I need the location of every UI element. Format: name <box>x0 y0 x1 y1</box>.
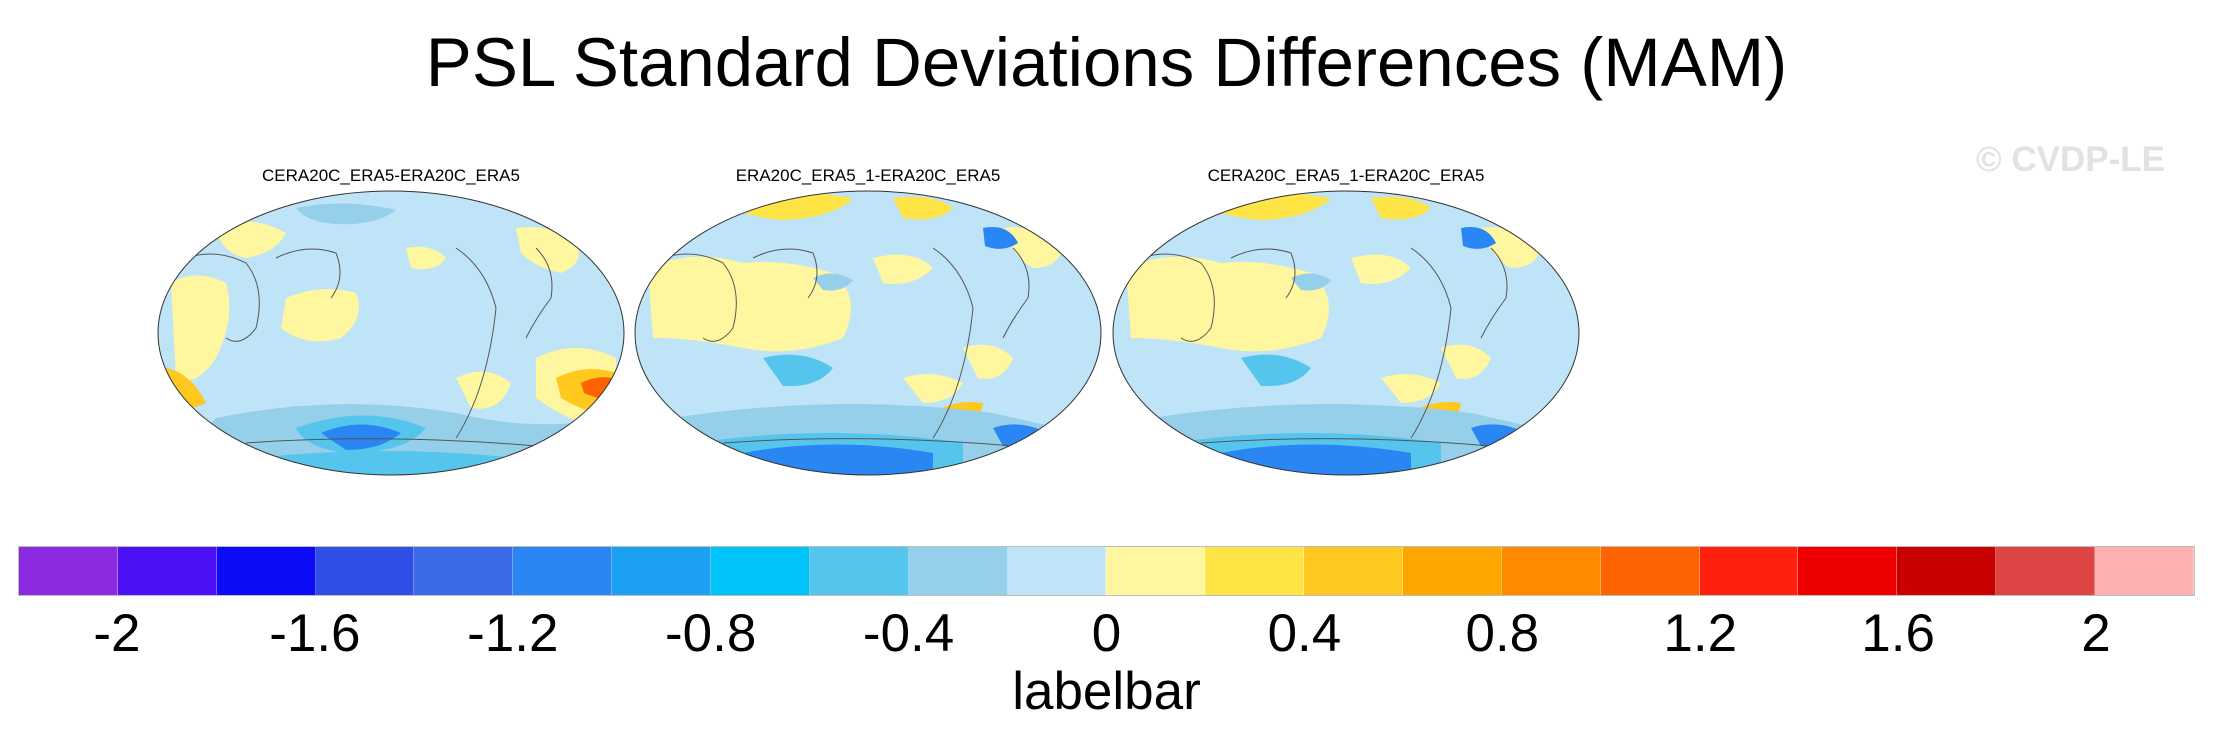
colorbar-tick-label: -1.6 <box>269 604 361 663</box>
colorbar-tick-label: 1.6 <box>1861 604 1935 663</box>
colorbar-swatch-2 <box>216 547 316 595</box>
colorbar-tick-label: -0.8 <box>665 604 757 663</box>
map-panel-1: CERA20C_ERA5-ERA20C_ERA5 <box>156 160 626 480</box>
colorbar-title: labelbar <box>1012 662 1201 721</box>
panel-title: CERA20C_ERA5-ERA20C_ERA5 <box>262 166 520 185</box>
map-era20c-era5-1 <box>634 190 1102 476</box>
colorbar-tick-label: -1.2 <box>467 604 559 663</box>
map-cera20c-era5-1 <box>1112 190 1580 476</box>
colorbar <box>18 546 2195 596</box>
colorbar-swatch-13 <box>1304 547 1404 595</box>
colorbar-swatch-15 <box>1501 547 1601 595</box>
colorbar-swatch-20 <box>1996 547 2096 595</box>
colorbar-swatch-9 <box>908 547 1008 595</box>
watermark: © CVDP-LE <box>1975 140 2165 179</box>
colorbar-swatch-4 <box>414 547 514 595</box>
colorbar-swatch-10 <box>1007 547 1107 595</box>
colorbar-tick-label: 0 <box>1091 604 1122 663</box>
colorbar-swatch-3 <box>315 547 415 595</box>
colorbar-swatch-0 <box>19 547 118 595</box>
colorbar-tick-label: -2 <box>93 604 141 663</box>
colorbar-tick-label: 2 <box>2081 604 2111 663</box>
colorbar-swatch-19 <box>1897 547 1997 595</box>
colorbar-tick-label: 0.4 <box>1267 604 1342 663</box>
colorbar-swatch-8 <box>809 547 909 595</box>
colorbar-tick-label: 1.2 <box>1663 604 1738 663</box>
colorbar-swatch-12 <box>1205 547 1305 595</box>
colorbar-swatch-21 <box>2095 547 2194 595</box>
colorbar-tick-label: 0.8 <box>1465 604 1540 663</box>
colorbar-swatch-11 <box>1106 547 1206 595</box>
colorbar-swatch-18 <box>1798 547 1898 595</box>
colorbar-swatch-7 <box>711 547 810 595</box>
colorbar-ticks: -2 -1.6 -1.2 -0.8 -0.4 0 0.4 0.8 1.2 1.6 2 <box>18 604 2195 664</box>
panel-title: ERA20C_ERA5_1-ERA20C_ERA5 <box>735 166 1001 185</box>
colorbar-swatch-1 <box>117 547 217 595</box>
map-cera20c-era5 <box>157 190 625 476</box>
colorbar-swatch-17 <box>1699 547 1799 595</box>
figure-title: PSL Standard Deviations Differences (MAM… <box>425 24 1788 101</box>
panel-title: CERA20C_ERA5_1-ERA20C_ERA5 <box>1207 166 1485 185</box>
colorbar-swatch-16 <box>1600 547 1700 595</box>
map-panel-2: ERA20C_ERA5_1-ERA20C_ERA5 <box>633 160 1103 480</box>
colorbar-swatch-14 <box>1403 547 1502 595</box>
colorbar-swatch-6 <box>612 547 712 595</box>
map-panel-3: CERA20C_ERA5_1-ERA20C_ERA5 <box>1111 160 1581 480</box>
colorbar-tick-label: -0.4 <box>862 604 955 663</box>
colorbar-swatch-5 <box>513 547 613 595</box>
